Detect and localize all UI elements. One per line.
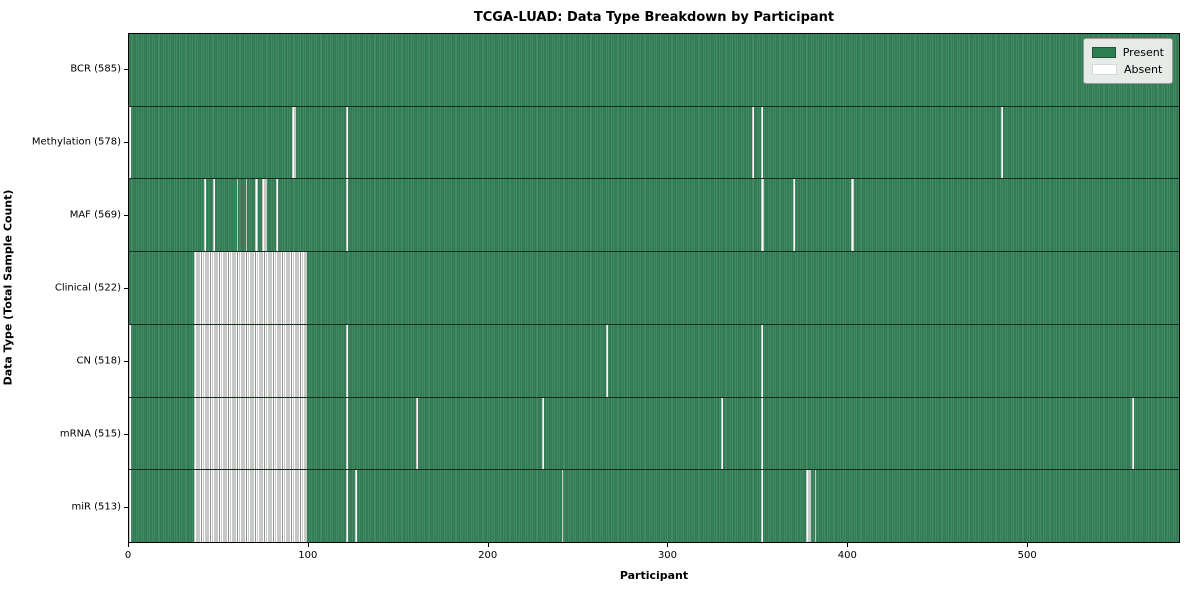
absent-block: [261, 179, 268, 252]
y-tick-mark: [124, 360, 128, 362]
absent-block: [814, 470, 817, 543]
absent-block: [346, 324, 348, 397]
absent-block: [760, 470, 763, 543]
y-tick-mark: [124, 215, 128, 217]
absent-block: [793, 179, 795, 252]
y-tick-label-maf: MAF (569): [69, 209, 121, 221]
y-tick-mark: [124, 69, 128, 71]
absent-block: [606, 324, 609, 397]
absent-block: [760, 179, 765, 252]
x-tick-label: 500: [1017, 550, 1037, 561]
y-tick-label-mir: miR (513): [71, 501, 121, 513]
absent-block: [193, 252, 307, 324]
legend-entry-present: Present: [1092, 44, 1164, 61]
legend-present-label: Present: [1122, 46, 1164, 59]
absent-block: [236, 179, 239, 252]
legend-absent-label: Absent: [1124, 63, 1163, 76]
y-tick-label-bcr: BCR (585): [70, 63, 121, 75]
absent-block: [751, 106, 754, 179]
x-tick-label: 400: [837, 550, 857, 561]
absent-block: [561, 470, 564, 543]
absent-block: [760, 324, 763, 397]
plot-area: [128, 33, 1180, 543]
absent-block: [1132, 397, 1135, 470]
y-tick-mark: [124, 506, 128, 508]
legend-entry-absent: Absent: [1092, 61, 1164, 78]
absent-block: [355, 470, 357, 543]
absent-block: [204, 179, 207, 252]
heatmap-row-mir: [129, 470, 1179, 543]
absent-block: [760, 106, 763, 179]
absent-block: [129, 470, 131, 543]
legend: Present Absent: [1083, 38, 1173, 84]
y-tick-label-mrna: mRNA (515): [59, 428, 121, 440]
absent-block: [346, 106, 348, 179]
absent-block: [346, 470, 348, 543]
x-tick-label: 200: [478, 550, 498, 561]
absent-block: [541, 397, 544, 470]
y-tick-mark: [124, 288, 128, 289]
absent-block: [416, 397, 418, 470]
absent-block: [346, 179, 348, 252]
absent-block: [346, 397, 348, 470]
absent-block: [1001, 106, 1004, 179]
absent-block: [850, 179, 855, 252]
x-tick-mark: [128, 543, 129, 547]
x-tick-mark: [847, 543, 849, 547]
absent-block: [276, 179, 278, 252]
x-tick-mark: [307, 543, 309, 547]
x-tick-mark: [487, 543, 489, 547]
x-tick-mark: [1027, 543, 1029, 547]
absent-block: [805, 470, 812, 543]
x-tick-label: 0: [124, 550, 132, 561]
absent-block: [760, 397, 763, 470]
x-axis-label: Participant: [619, 569, 689, 582]
absent-block: [213, 179, 216, 252]
y-tick-mark: [124, 433, 128, 435]
heatmap-row-cn: [129, 324, 1179, 398]
absent-block: [193, 397, 307, 470]
y-tick-label-cn: CN (518): [76, 355, 121, 367]
heatmap-row-clinical: [129, 252, 1179, 325]
absent-block: [292, 106, 296, 179]
heatmap-row-maf: [129, 179, 1179, 253]
present-swatch-icon: [1092, 47, 1116, 58]
heatmap-row-methylation: [129, 106, 1179, 180]
absent-swatch-icon: [1092, 64, 1117, 75]
absent-block: [193, 470, 307, 543]
absent-block: [193, 324, 307, 397]
heatmap-row-mrna: [129, 397, 1179, 471]
chart-title: TCGA-LUAD: Data Type Breakdown by Partic…: [473, 10, 835, 25]
x-tick-label: 300: [657, 550, 678, 561]
x-tick-mark: [667, 543, 669, 547]
heatmap-row-bcr: [129, 34, 1179, 107]
y-tick-label-clinical: Clinical (522): [54, 282, 121, 294]
absent-block: [721, 397, 724, 470]
y-tick-mark: [124, 142, 128, 144]
absent-block: [254, 179, 259, 252]
absent-block: [129, 324, 131, 397]
absent-block: [129, 106, 131, 179]
y-tick-label-methylation: Methylation (578): [31, 136, 121, 148]
x-tick-label: 100: [298, 550, 318, 561]
absent-block: [245, 179, 248, 252]
absent-block: [129, 397, 131, 470]
